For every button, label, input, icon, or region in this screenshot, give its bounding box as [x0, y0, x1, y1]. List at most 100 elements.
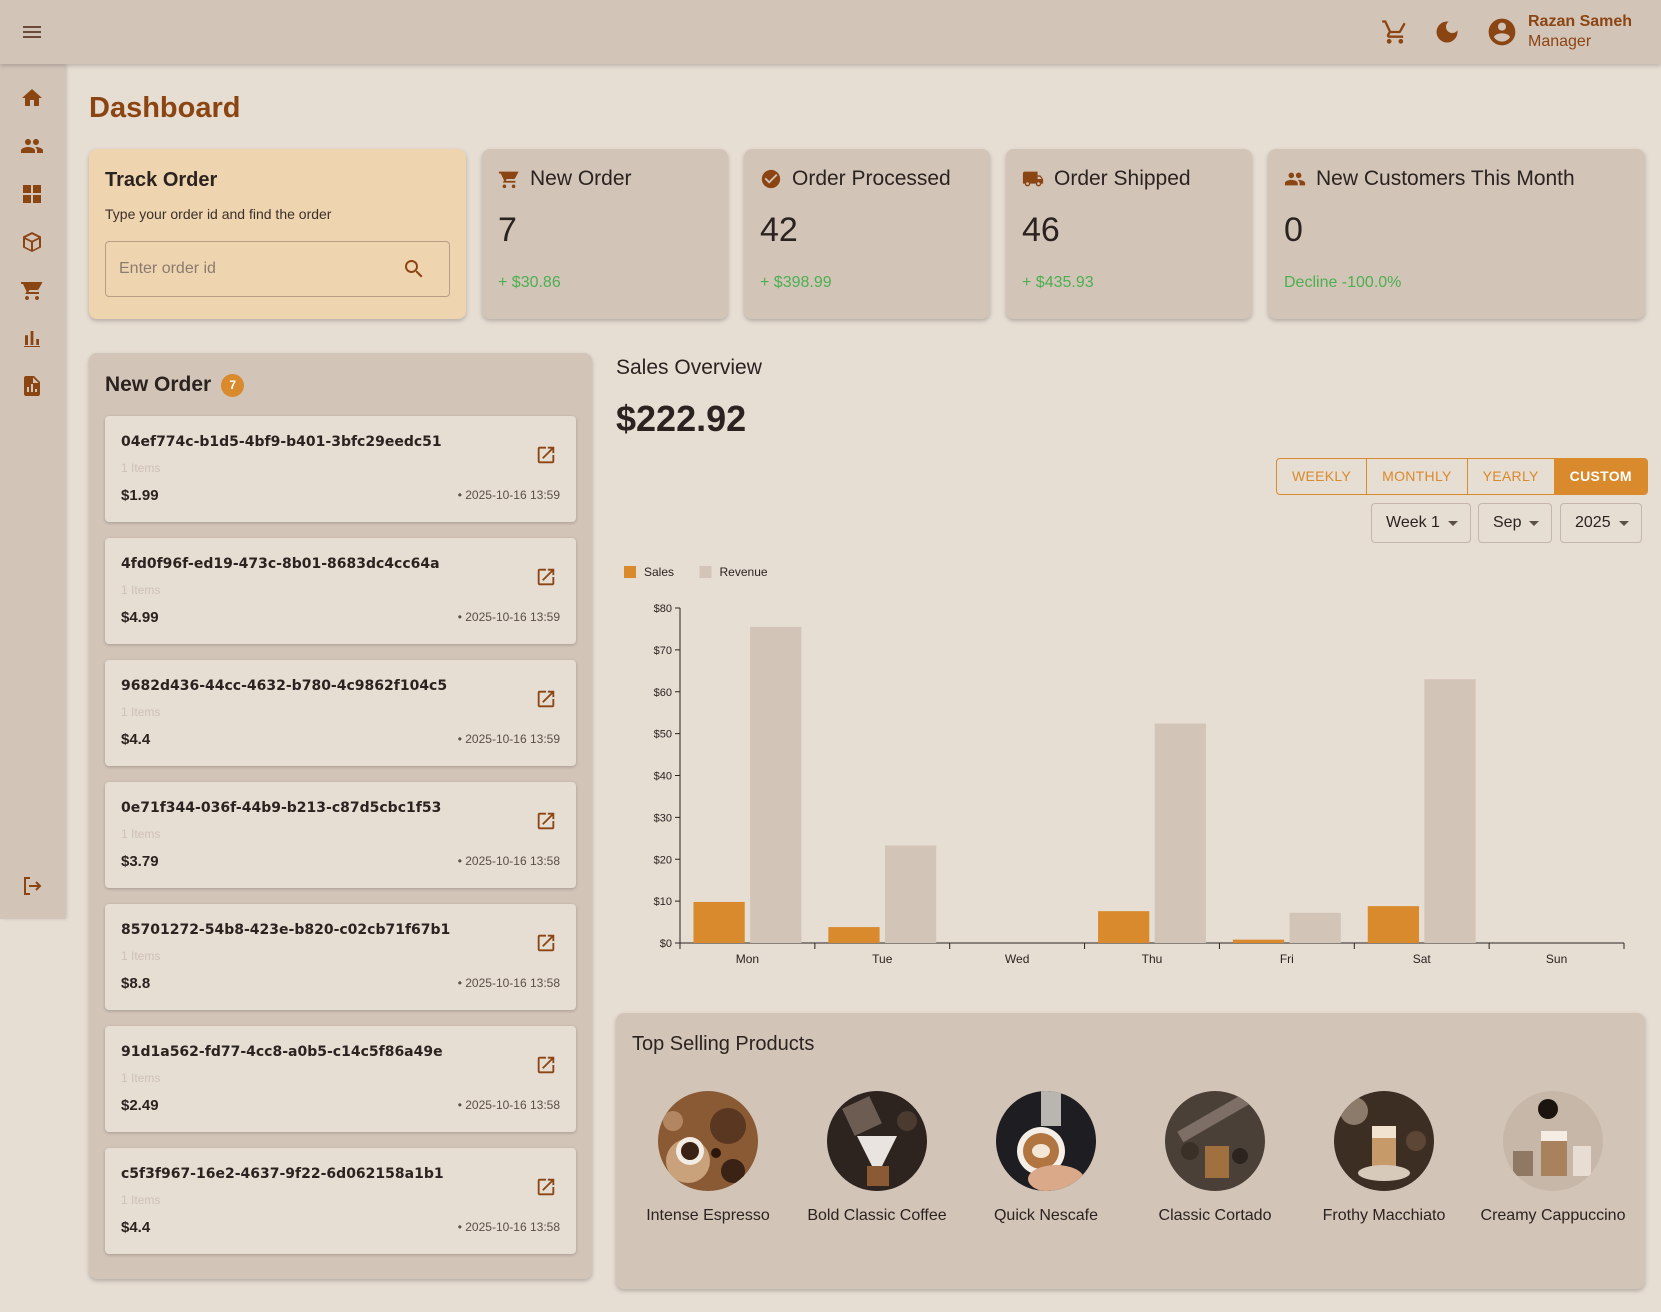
- open-in-new-icon[interactable]: [535, 810, 557, 832]
- open-in-new-icon[interactable]: [535, 1054, 557, 1076]
- order-id-input[interactable]: [105, 241, 450, 297]
- order-list-item[interactable]: 0e71f344-036f-44b9-b213-c87d5cbc1f53 1 I…: [105, 782, 576, 888]
- order-list-item[interactable]: c5f3f967-16e2-4637-9f22-6d062158a1b1 1 I…: [105, 1148, 576, 1254]
- week-select[interactable]: Week 1: [1371, 503, 1471, 543]
- bar-revenue-tue: [884, 845, 937, 943]
- stat-value: 42: [760, 211, 798, 249]
- legend-label-1: Revenue: [720, 565, 768, 579]
- stat-delta: + $398.99: [760, 274, 832, 291]
- stat-value: 0: [1284, 211, 1303, 249]
- product-name: Intense Espresso: [646, 1207, 770, 1224]
- logout-icon[interactable]: [20, 874, 44, 898]
- y-tick-label: $40: [654, 771, 672, 783]
- top-selling-title: Top Selling Products: [632, 1033, 815, 1055]
- stat-delta: Decline -100.0%: [1284, 274, 1402, 291]
- hamburger-menu-icon[interactable]: [20, 20, 44, 44]
- order-shipped-stat-card[interactable]: Order Shipped 46 + $435.93: [1006, 149, 1252, 319]
- open-in-new-icon[interactable]: [535, 932, 557, 954]
- order-list-item[interactable]: 04ef774c-b1d5-4bf9-b401-3bfc29eedc51 1 I…: [105, 416, 576, 522]
- legend-label-0: Sales: [644, 565, 674, 579]
- legend-swatch-0: [624, 566, 636, 578]
- pour-over-photo-icon: [827, 1091, 927, 1191]
- order-item-count: 1 Items: [121, 949, 161, 963]
- order-price: $4.4: [121, 731, 151, 748]
- period-tabs: WEEKLY MONTHLY YEARLY CUSTOM: [1276, 458, 1648, 495]
- x-tick-label: Fri: [1280, 952, 1294, 966]
- products-box-icon[interactable]: [20, 230, 44, 254]
- bar-sales-sat: [1367, 906, 1420, 943]
- y-tick-label: $0: [660, 938, 672, 950]
- orders-cart-icon[interactable]: [20, 278, 44, 302]
- open-in-new-icon[interactable]: [535, 688, 557, 710]
- order-item-count: 1 Items: [121, 1193, 161, 1207]
- user-role: Manager: [1528, 33, 1592, 50]
- x-tick-label: Tue: [872, 952, 893, 966]
- y-tick-label: $30: [654, 812, 672, 824]
- product-card[interactable]: Quick Nescafe: [971, 1091, 1121, 1228]
- order-item-count: 1 Items: [121, 705, 161, 719]
- tab-monthly[interactable]: MONTHLY: [1367, 459, 1468, 494]
- cappuccino-photo-icon: [1503, 1091, 1603, 1191]
- order-item-count: 1 Items: [121, 1071, 161, 1085]
- top-app-bar: Razan Sameh Manager: [0, 0, 1661, 64]
- sales-overview-title: Sales Overview: [616, 356, 762, 379]
- order-item-count: 1 Items: [121, 583, 161, 597]
- order-price: $4.4: [121, 1219, 151, 1236]
- y-tick-label: $70: [654, 645, 672, 657]
- dropdown-caret-icon: [1529, 520, 1540, 526]
- bar-sales-fri: [1232, 939, 1285, 943]
- dark-mode-moon-icon[interactable]: [1433, 18, 1461, 46]
- track-order-title: Track Order: [105, 169, 218, 191]
- search-icon[interactable]: [402, 257, 426, 281]
- open-in-new-icon[interactable]: [535, 566, 557, 588]
- order-price: $1.99: [121, 487, 159, 504]
- bar-revenue-sat: [1424, 679, 1476, 943]
- order-id: 9682d436-44cc-4632-b780-4c9862f104c5: [121, 678, 448, 694]
- stat-label: New Order: [530, 167, 632, 190]
- user-profile[interactable]: Razan Sameh Manager: [1486, 12, 1632, 52]
- new-order-stat-card[interactable]: New Order 7 + $30.86: [482, 149, 728, 319]
- analytics-bar-chart-icon[interactable]: [20, 326, 44, 350]
- account-circle-icon: [1488, 18, 1516, 46]
- order-price: $2.49: [121, 1097, 159, 1114]
- product-card[interactable]: Bold Classic Coffee: [802, 1091, 952, 1228]
- month-select[interactable]: Sep: [1478, 503, 1553, 543]
- order-id: 4fd0f96f-ed19-473c-8b01-8683dc4cc64a: [121, 556, 440, 572]
- user-name: Razan Sameh: [1528, 13, 1633, 30]
- product-card[interactable]: Classic Cortado: [1140, 1091, 1290, 1228]
- tab-custom[interactable]: CUSTOM: [1554, 459, 1647, 494]
- open-in-new-icon[interactable]: [535, 444, 557, 466]
- latte-art-photo-icon: [996, 1091, 1096, 1193]
- new-customers-stat-card[interactable]: New Customers This Month 0 Decline -100.…: [1268, 149, 1645, 319]
- stat-label: Order Shipped: [1054, 167, 1191, 190]
- reports-document-icon[interactable]: [20, 374, 44, 398]
- order-id: 0e71f344-036f-44b9-b213-c87d5cbc1f53: [121, 800, 442, 816]
- stat-value: 46: [1022, 211, 1060, 249]
- sidebar: [0, 64, 65, 919]
- open-in-new-icon[interactable]: [535, 1176, 557, 1198]
- stat-delta: + $30.86: [498, 274, 561, 291]
- product-name: Classic Cortado: [1158, 1207, 1272, 1224]
- order-processed-stat-card[interactable]: Order Processed 42 + $398.99: [744, 149, 990, 319]
- track-order-subtitle: Type your order id and find the order: [105, 206, 332, 222]
- year-select[interactable]: 2025: [1560, 503, 1642, 543]
- product-card[interactable]: Creamy Cappuccino: [1478, 1091, 1628, 1228]
- order-list-item[interactable]: 4fd0f96f-ed19-473c-8b01-8683dc4cc64a 1 I…: [105, 538, 576, 644]
- product-card[interactable]: Intense Espresso: [633, 1091, 783, 1228]
- home-icon[interactable]: [20, 86, 44, 110]
- order-list-item[interactable]: 9682d436-44cc-4632-b780-4c9862f104c5 1 I…: [105, 660, 576, 766]
- cart-icon[interactable]: [1381, 18, 1409, 46]
- dashboard-grid-icon[interactable]: [20, 182, 44, 206]
- tab-weekly[interactable]: WEEKLY: [1277, 459, 1368, 494]
- tab-yearly[interactable]: YEARLY: [1468, 459, 1555, 494]
- macchiato-photo-icon: [1334, 1091, 1434, 1191]
- orders-count-badge: 7: [221, 373, 245, 397]
- bar-revenue-fri: [1289, 912, 1341, 943]
- order-date: • 2025-10-16 13:58: [457, 976, 560, 990]
- x-tick-label: Thu: [1142, 952, 1163, 966]
- order-list-item[interactable]: 91d1a562-fd77-4cc8-a0b5-c14c5f86a49e 1 I…: [105, 1026, 576, 1132]
- product-card[interactable]: Frothy Macchiato: [1309, 1091, 1459, 1228]
- stat-value: 7: [498, 211, 517, 249]
- customers-group-icon[interactable]: [20, 134, 44, 158]
- order-list-item[interactable]: 85701272-54b8-423e-b820-c02cb71f67b1 1 I…: [105, 904, 576, 1010]
